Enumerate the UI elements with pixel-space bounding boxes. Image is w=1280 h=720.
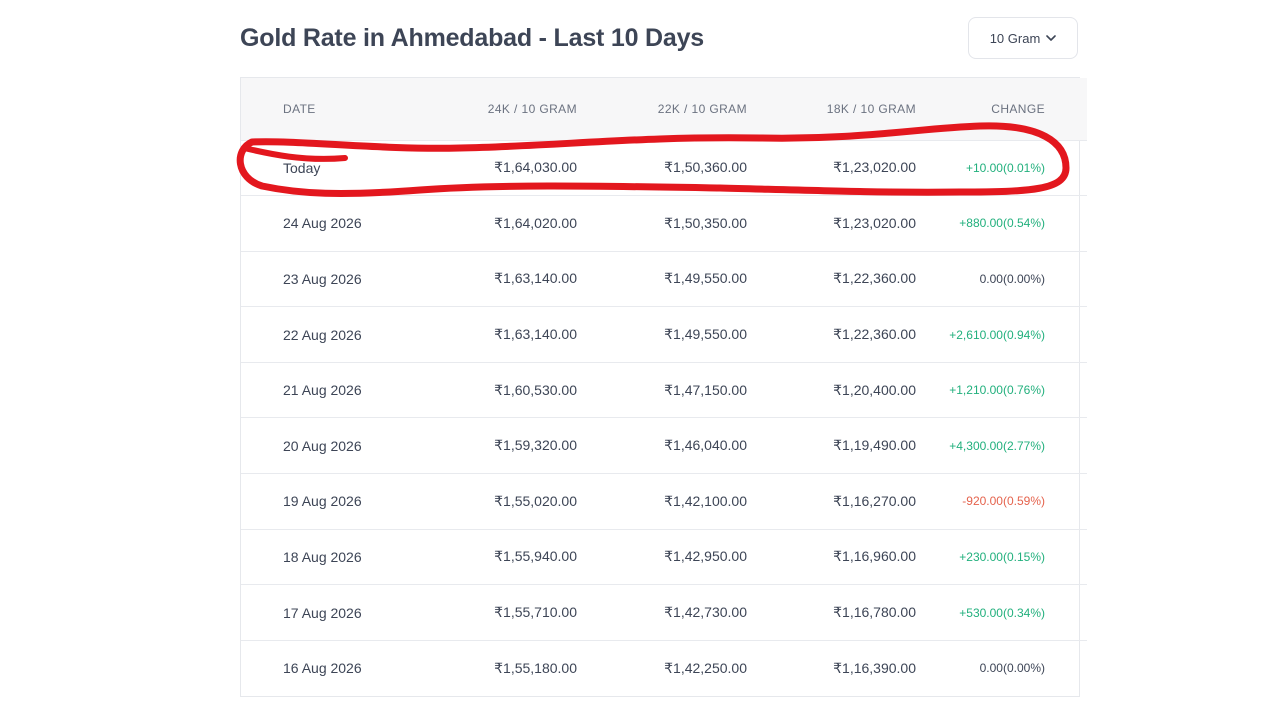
cell-change: +530.00(0.34%) [959, 605, 1045, 620]
cell-18k-price: ₹1,16,960.00 [833, 548, 916, 565]
cell-18k-price: ₹1,23,020.00 [833, 159, 916, 176]
cell-22k-price: ₹1,49,550.00 [664, 270, 747, 287]
column-header-18k: 18K / 10 GRAM [826, 101, 916, 116]
cell-22k-price: ₹1,42,100.00 [664, 492, 747, 509]
cell-date: 18 Aug 2026 [283, 548, 362, 565]
cell-change: +10.00(0.01%) [965, 160, 1045, 175]
cell-24k-price: ₹1,55,020.00 [494, 492, 577, 509]
cell-22k-price: ₹1,46,040.00 [664, 437, 747, 454]
table-row: 21 Aug 2026 ₹1,60,530.00 ₹1,47,150.00 ₹1,20… [241, 362, 1087, 418]
table-row: 17 Aug 2026 ₹1,55,710.00 ₹1,42,730.00 ₹1,16… [241, 584, 1087, 641]
cell-22k-price: ₹1,50,350.00 [664, 214, 747, 231]
column-header-24k: 24K / 10 GRAM [487, 101, 577, 116]
cell-change: 0.00(0.00%) [979, 661, 1045, 676]
cell-change: -920.00(0.59%) [962, 494, 1045, 509]
cell-date: 24 Aug 2026 [283, 215, 362, 232]
table-row: 19 Aug 2026 ₹1,55,020.00 ₹1,42,100.00 ₹1,16… [241, 473, 1087, 530]
cell-22k-price: ₹1,42,950.00 [664, 548, 747, 565]
cell-22k-price: ₹1,42,250.00 [664, 659, 747, 676]
column-header-date: DATE [283, 101, 316, 116]
column-header-change: CHANGE [991, 101, 1045, 116]
cell-date: Today [283, 159, 321, 176]
cell-change: +880.00(0.54%) [959, 216, 1045, 231]
cell-date: 20 Aug 2026 [283, 437, 362, 454]
cell-18k-price: ₹1,20,400.00 [833, 381, 916, 398]
cell-date: 17 Aug 2026 [283, 604, 362, 621]
table-row: 22 Aug 2026 ₹1,63,140.00 ₹1,49,550.00 ₹1,22… [241, 306, 1087, 363]
cell-22k-price: ₹1,49,550.00 [664, 326, 747, 343]
cell-18k-price: ₹1,23,020.00 [833, 214, 916, 231]
table-row: 16 Aug 2026 ₹1,55,180.00 ₹1,42,250.00 ₹1,16… [241, 640, 1087, 696]
cell-18k-price: ₹1,22,360.00 [833, 270, 916, 287]
cell-18k-price: ₹1,16,780.00 [833, 604, 916, 621]
cell-date: 19 Aug 2026 [283, 493, 362, 510]
gold-rate-table: DATE 24K / 10 GRAM 22K / 10 GRAM 18K / 1… [240, 77, 1087, 697]
table-row: 23 Aug 2026 ₹1,63,140.00 ₹1,49,550.00 ₹1,22… [241, 251, 1087, 307]
cell-change: +1,210.00(0.76%) [949, 383, 1045, 398]
cell-change: 0.00(0.00%) [979, 271, 1045, 286]
cell-18k-price: ₹1,16,390.00 [833, 659, 916, 676]
cell-24k-price: ₹1,55,940.00 [494, 548, 577, 565]
cell-24k-price: ₹1,63,140.00 [494, 326, 577, 343]
cell-date: 16 Aug 2026 [283, 660, 362, 677]
unit-dropdown[interactable]: 10 Gram [968, 17, 1078, 59]
cell-date: 23 Aug 2026 [283, 270, 362, 287]
cell-24k-price: ₹1,63,140.00 [494, 270, 577, 287]
chevron-down-icon [1046, 35, 1057, 41]
cell-change: +230.00(0.15%) [959, 549, 1045, 564]
cell-18k-price: ₹1,19,490.00 [833, 437, 916, 454]
cell-18k-price: ₹1,22,360.00 [833, 326, 916, 343]
cell-24k-price: ₹1,60,530.00 [494, 381, 577, 398]
cell-22k-price: ₹1,47,150.00 [664, 381, 747, 398]
cell-18k-price: ₹1,16,270.00 [833, 492, 916, 509]
page-title: Gold Rate in Ahmedabad - Last 10 Days [240, 24, 705, 52]
cell-24k-price: ₹1,59,320.00 [494, 437, 577, 454]
cell-24k-price: ₹1,55,710.00 [494, 604, 577, 621]
cell-24k-price: ₹1,64,020.00 [494, 214, 577, 231]
cell-change: +2,610.00(0.94%) [949, 327, 1045, 342]
column-header-22k: 22K / 10 GRAM [657, 101, 747, 116]
cell-22k-price: ₹1,50,360.00 [664, 159, 747, 176]
cell-22k-price: ₹1,42,730.00 [664, 604, 747, 621]
table-row: 18 Aug 2026 ₹1,55,940.00 ₹1,42,950.00 ₹1,16… [241, 529, 1087, 585]
cell-change: +4,300.00(2.77%) [949, 438, 1045, 453]
unit-dropdown-label: 10 Gram [989, 30, 1041, 46]
cell-date: 21 Aug 2026 [283, 382, 362, 399]
table-header-row: DATE 24K / 10 GRAM 22K / 10 GRAM 18K / 1… [241, 78, 1087, 140]
cell-date: 22 Aug 2026 [283, 326, 362, 343]
table-row: 20 Aug 2026 ₹1,59,320.00 ₹1,46,040.00 ₹1,19… [241, 417, 1087, 474]
cell-24k-price: ₹1,64,030.00 [494, 159, 577, 176]
table-row: Today ₹1,64,030.00 ₹1,50,360.00 ₹1,23,020.0… [241, 140, 1087, 196]
cell-24k-price: ₹1,55,180.00 [494, 659, 577, 676]
table-row: 24 Aug 2026 ₹1,64,020.00 ₹1,50,350.00 ₹1,23… [241, 195, 1087, 252]
